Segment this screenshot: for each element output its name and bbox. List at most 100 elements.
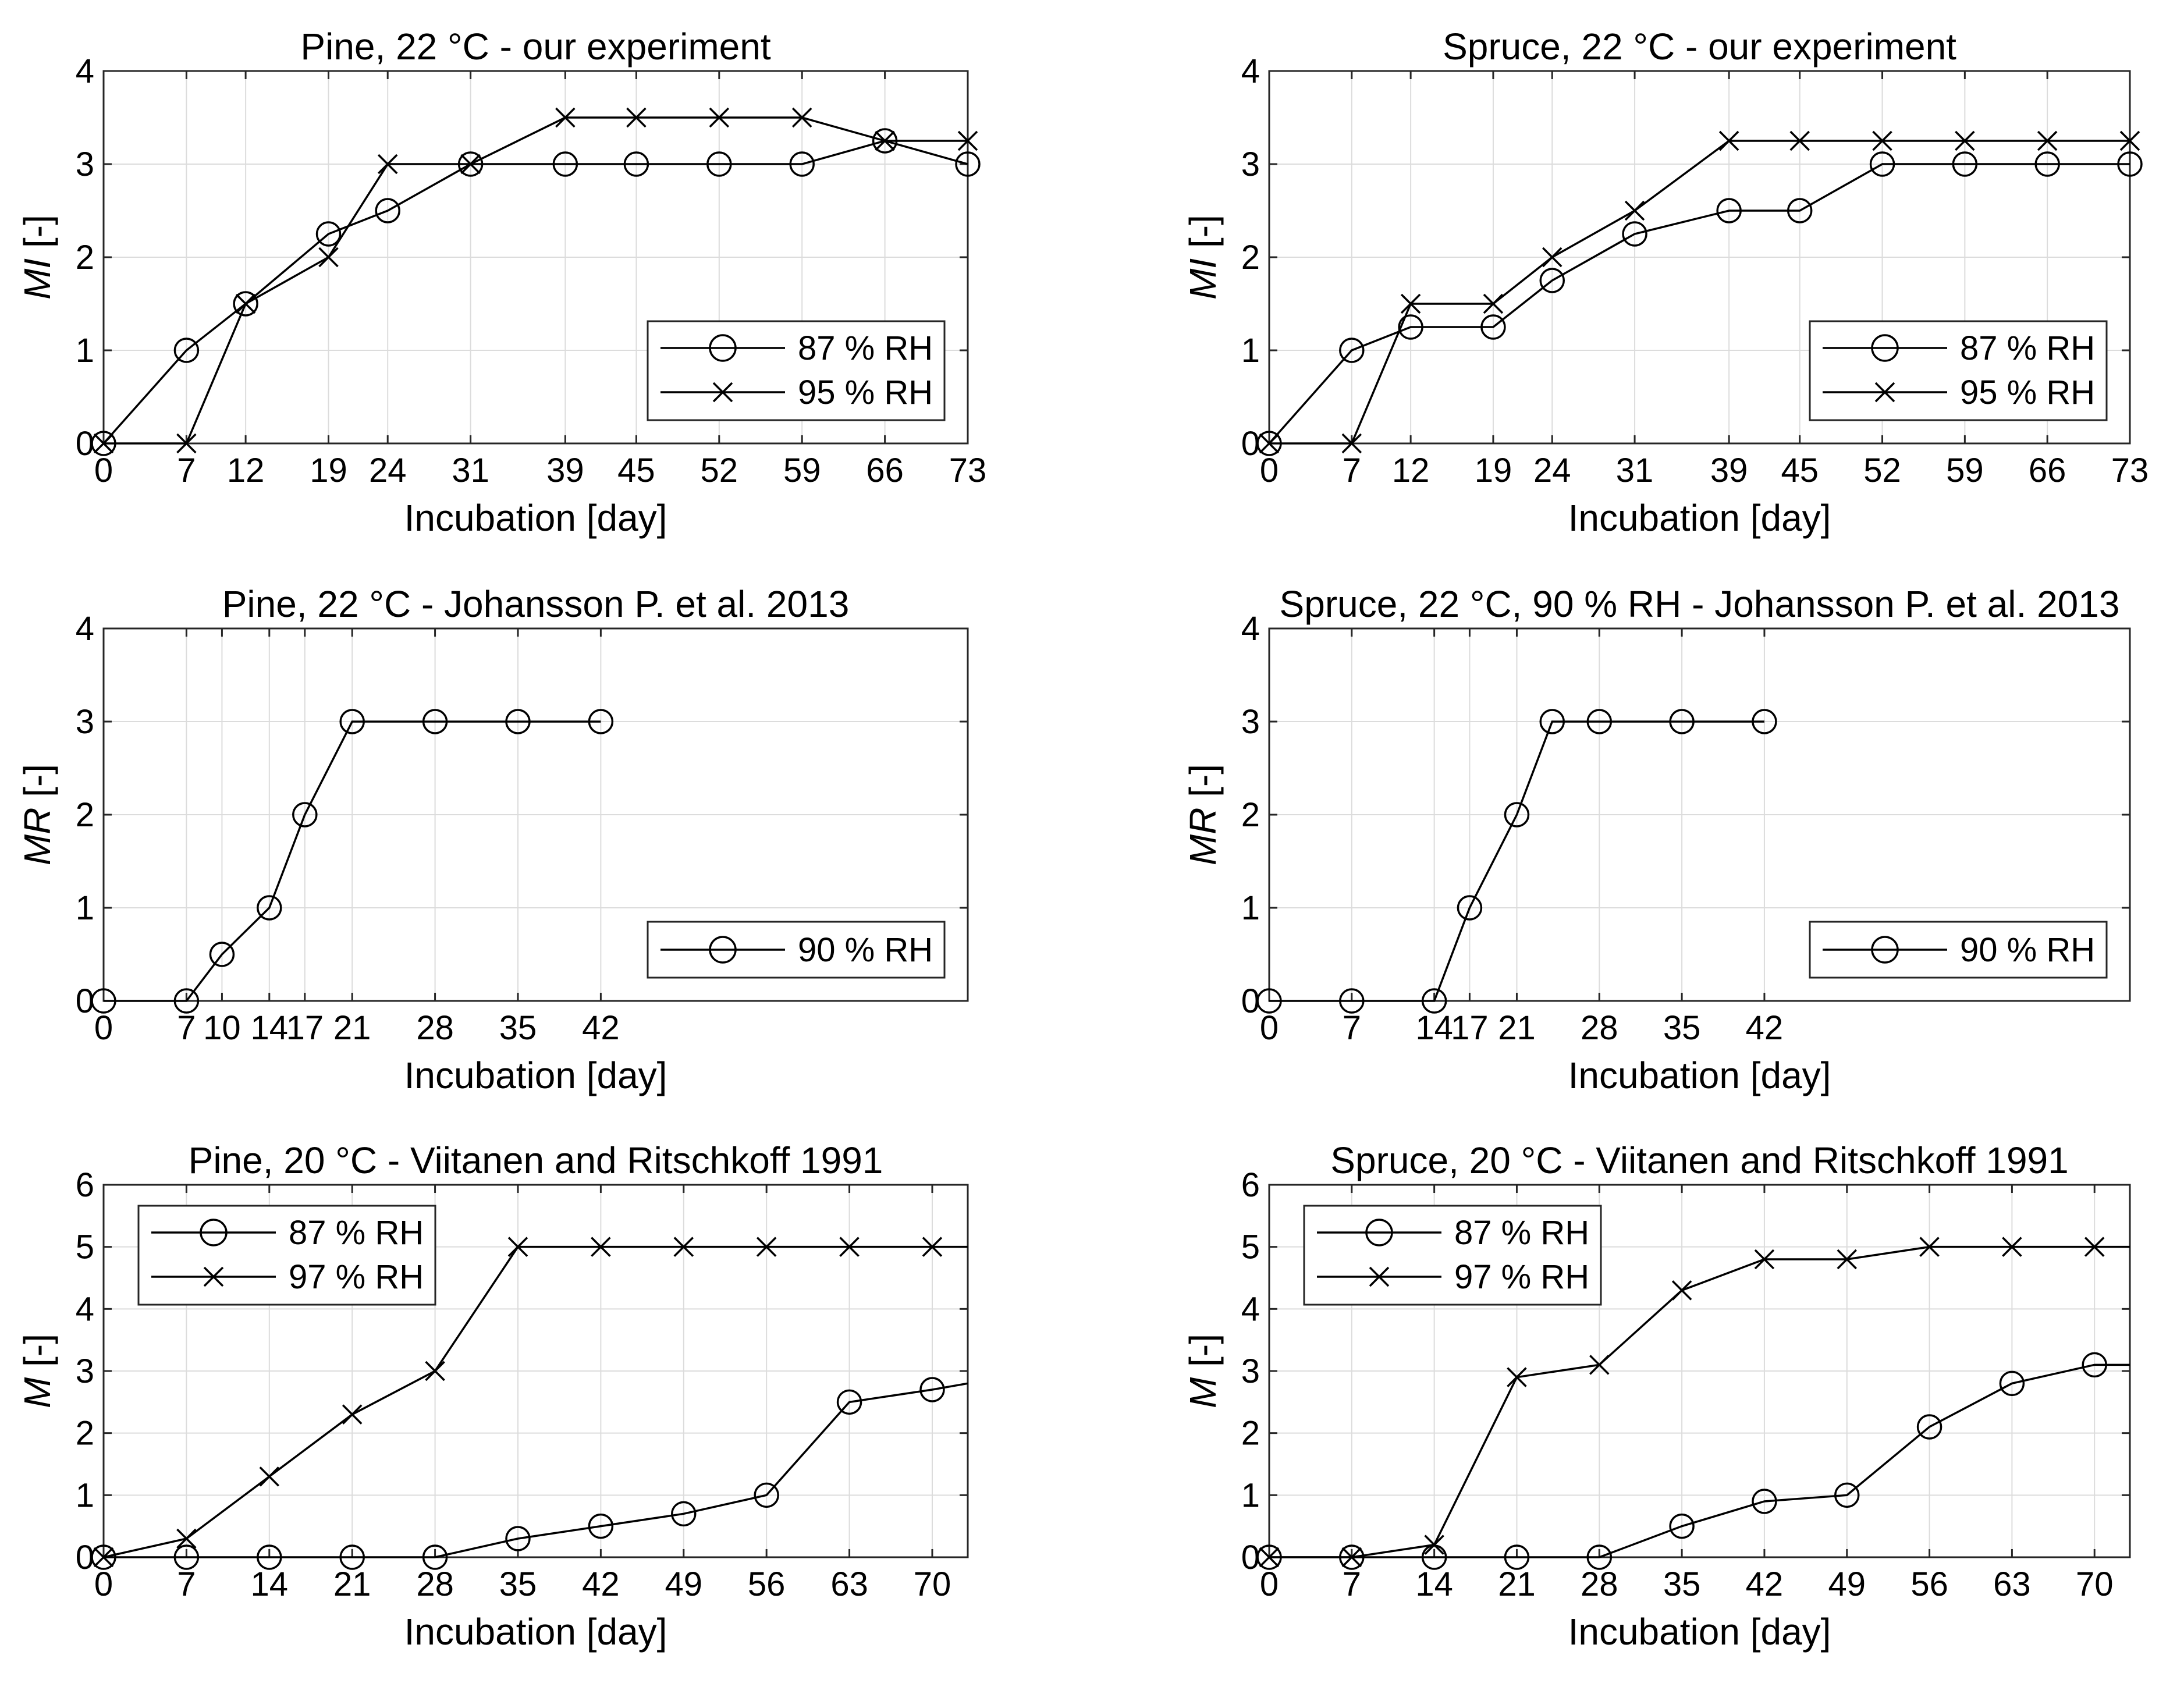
x-tick-label: 63 [830, 1565, 868, 1603]
x-tick-label: 31 [1616, 452, 1654, 489]
x-tick-label: 42 [582, 1565, 620, 1603]
legend-entry: 87 % RH [1823, 329, 2095, 367]
legend-circle-icon [709, 936, 737, 964]
data-point-cross [1872, 130, 1892, 151]
y-tick-label: 5 [76, 1228, 94, 1266]
data-point-circle [375, 198, 400, 223]
x-tick-label: 24 [369, 452, 407, 489]
data-point-circle [1869, 151, 1895, 177]
data-point-cross [1718, 130, 1739, 151]
series-line [1269, 720, 1764, 1002]
x-tick-label: 59 [783, 452, 821, 489]
data-point-circle [1586, 709, 1613, 734]
data-point-circle [2034, 151, 2060, 177]
x-tick-label: 73 [2111, 452, 2149, 489]
legend-circle-icon [709, 334, 737, 362]
data-point-cross [839, 1237, 860, 1257]
x-tick-label: 0 [94, 1565, 113, 1603]
legend-circle-icon [1871, 334, 1899, 362]
y-tick-label: 1 [76, 332, 94, 370]
legend: 87 % RH 97 % RH [137, 1205, 436, 1306]
x-tick-label: 63 [1993, 1565, 2031, 1603]
data-point-circle [91, 988, 116, 1014]
legend-label: 87 % RH [1454, 1214, 1589, 1252]
data-point-circle [1999, 1370, 2025, 1397]
chart-title: Pine, 20 °C - Viitanen and Ritschkoff 19… [189, 1139, 883, 1181]
data-point-cross [176, 1528, 197, 1549]
data-point-circle [588, 709, 614, 734]
data-point-cross [342, 1404, 363, 1425]
legend: 87 % RH 95 % RH [647, 320, 946, 421]
data-point-circle [2082, 1352, 2107, 1378]
data-point-circle [173, 988, 200, 1014]
x-tick-label: 14 [1415, 1565, 1453, 1603]
data-point-cross [2084, 1237, 2105, 1257]
y-tick-label: 6 [1241, 1166, 1260, 1204]
x-tick-label: 0 [94, 1009, 113, 1047]
data-point-circle [173, 1544, 200, 1570]
data-point-circle [789, 151, 815, 177]
legend-cross-icon [1874, 382, 1895, 403]
y-tick-label: 1 [76, 1476, 94, 1514]
x-tick-label: 35 [1663, 1009, 1701, 1047]
data-point-cross [259, 1466, 280, 1487]
x-tick-label: 7 [1343, 1565, 1361, 1603]
data-point-circle [233, 291, 258, 317]
x-tick-label: 12 [227, 452, 265, 489]
x-tick-label: 24 [1533, 452, 1571, 489]
data-point-circle [1716, 198, 1742, 223]
data-point-circle [955, 151, 981, 177]
chart-title: Pine, 22 °C - Johansson P. et al. 2013 [222, 583, 850, 625]
data-point-cross [756, 1237, 777, 1257]
data-point-cross [1400, 293, 1421, 314]
data-point-cross [922, 1237, 943, 1257]
chart-title: Spruce, 22 °C - our experiment [1443, 26, 1956, 68]
data-point-cross [93, 433, 114, 454]
x-tick-label: 49 [665, 1565, 703, 1603]
x-tick-label: 52 [1863, 452, 1901, 489]
y-axis-label-symbol: MI [1182, 258, 1224, 300]
legend-circle-icon [1871, 936, 1899, 964]
y-axis-label: MI [-] [16, 215, 58, 300]
legend-entry: 97 % RH [151, 1258, 424, 1296]
series-95-rh [93, 107, 978, 454]
y-tick-label: 3 [1241, 145, 1260, 183]
x-tick-label: 14 [1415, 1009, 1453, 1047]
data-point-circle [1752, 1489, 1777, 1514]
y-tick-label: 4 [76, 52, 94, 90]
data-point-circle [706, 151, 732, 177]
y-tick-label: 1 [1241, 1476, 1260, 1514]
y-tick-label: 1 [76, 889, 94, 927]
x-tick-label: 28 [416, 1565, 454, 1603]
series-line [1269, 140, 2130, 445]
x-tick-label: 56 [1910, 1565, 1948, 1603]
y-axis-label-unit: [-] [16, 764, 58, 808]
legend-box [137, 1205, 436, 1306]
legend-entry: 87 % RH [1317, 1214, 1589, 1252]
y-axis-label-unit: [-] [16, 1334, 58, 1377]
data-point-circle [919, 1377, 945, 1402]
x-tick-label: 31 [452, 452, 489, 489]
x-tick-label: 10 [203, 1009, 241, 1047]
legend-entry: 90 % RH [1823, 931, 2095, 969]
legend-box [1809, 320, 2108, 421]
legend-box [647, 320, 946, 421]
x-tick-label: 28 [1581, 1009, 1618, 1047]
y-tick-label: 3 [1241, 703, 1260, 741]
data-point-cross [425, 1361, 445, 1381]
data-point-cross [1341, 433, 1362, 454]
data-point-circle [1457, 895, 1483, 921]
y-axis-label-symbol: M [1182, 1377, 1224, 1408]
data-point-circle [422, 1544, 448, 1570]
y-axis-label-unit: [-] [1182, 215, 1224, 258]
data-point-circle [1622, 221, 1647, 247]
data-point-cross [591, 1237, 611, 1257]
y-tick-label: 4 [76, 610, 94, 648]
data-point-circle [505, 1526, 531, 1551]
x-tick-label: 42 [582, 1009, 620, 1047]
data-point-circle [1669, 1513, 1695, 1539]
legend-label: 90 % RH [1960, 931, 2095, 969]
x-tick-label: 17 [286, 1009, 324, 1047]
x-tick-label: 7 [177, 1009, 196, 1047]
